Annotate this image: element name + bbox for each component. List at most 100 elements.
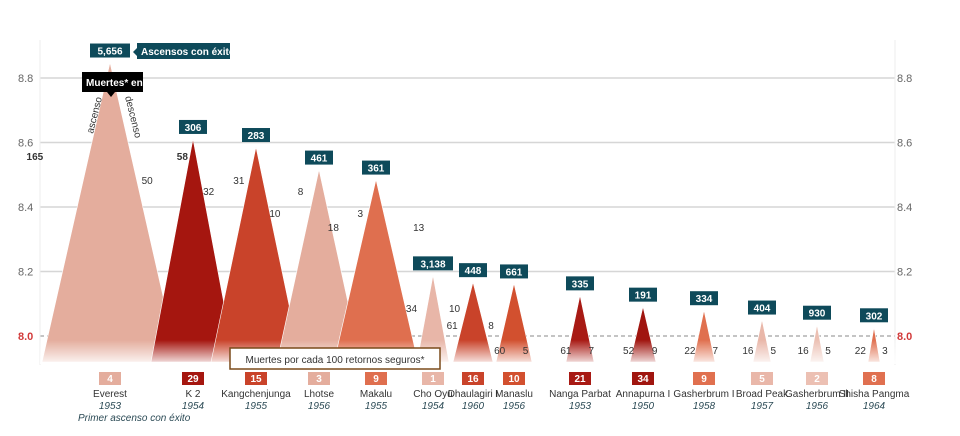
ascents-badge xyxy=(500,264,528,279)
ascents-badge xyxy=(362,160,390,175)
deaths-legend-pointer xyxy=(107,92,115,97)
ascents-badge xyxy=(305,150,333,165)
deaths-descent-value: 5 xyxy=(825,346,831,357)
deaths-ascent-value: 52 xyxy=(623,346,635,357)
death-rate-badge xyxy=(569,372,591,385)
peak-name: Broad Peak xyxy=(736,389,789,400)
y-tick-label-left: 8.4 xyxy=(18,202,33,214)
deaths-ascent-value: 60 xyxy=(494,346,506,357)
death-rate-badge xyxy=(632,372,654,385)
deaths-ascent-value: 165 xyxy=(27,152,44,163)
deaths-ascent-value: 50 xyxy=(142,176,154,187)
peak-name: Lhotse xyxy=(304,389,334,400)
ascents-badge xyxy=(459,263,487,278)
ascents-badge xyxy=(690,291,718,306)
first-ascent-year: 1955 xyxy=(245,401,268,412)
deaths-ascent-value: 18 xyxy=(328,223,340,234)
first-ascent-year: 1956 xyxy=(806,401,829,412)
rate-legend-box xyxy=(229,347,441,370)
peak-triangle xyxy=(41,62,179,363)
peak-name: Makalu xyxy=(360,389,392,400)
ascents-value: 361 xyxy=(368,164,385,175)
deaths-ascent-value: 32 xyxy=(203,187,215,198)
death-rate-badge xyxy=(863,372,885,385)
deaths-ascent-value: 61 xyxy=(447,321,459,332)
death-rate-value: 10 xyxy=(508,374,520,385)
first-ascent-year: 1957 xyxy=(751,401,774,412)
ascents-value: 334 xyxy=(696,294,713,305)
deaths-descent-value: 10 xyxy=(449,304,461,315)
first-ascent-year: 1954 xyxy=(182,401,205,412)
first-ascent-year: 1956 xyxy=(503,401,526,412)
deaths-descent-value: 5 xyxy=(523,346,529,357)
death-rate-badge xyxy=(308,372,330,385)
ascents-legend-label: Ascensos con éxito* xyxy=(141,47,239,58)
ascents-badge xyxy=(860,308,888,323)
first-ascent-year: 1956 xyxy=(308,401,331,412)
death-rate-value: 4 xyxy=(107,374,113,385)
y-tick-label-right: 8.6 xyxy=(897,138,912,150)
y-tick-label-right: 8.2 xyxy=(897,267,912,279)
first-ascent-legend-label: Primer ascenso con éxito xyxy=(78,413,191,424)
ascents-badge xyxy=(413,256,453,271)
y-tick-label-right: 8.4 xyxy=(897,202,912,214)
ascents-value: 302 xyxy=(866,311,883,322)
deaths-descent-value: 58 xyxy=(177,152,189,163)
death-rate-value: 1 xyxy=(430,374,436,385)
first-ascent-year: 1954 xyxy=(422,401,445,412)
ascents-value: 3,138 xyxy=(420,259,445,270)
ascents-badge xyxy=(566,276,594,291)
death-rate-value: 16 xyxy=(467,374,479,385)
deaths-descent-value: 31 xyxy=(233,176,245,187)
deaths-descent-value: 9 xyxy=(652,346,658,357)
death-rate-value: 5 xyxy=(759,374,765,385)
deaths-descent-value: 3 xyxy=(358,209,364,220)
deaths-descent-value: 5 xyxy=(771,346,777,357)
death-rate-value: 8 xyxy=(871,374,877,385)
death-rate-badge xyxy=(365,372,387,385)
peak-name: Everest xyxy=(93,389,127,400)
deaths-descent-value: 7 xyxy=(589,346,595,357)
first-ascent-year: 1958 xyxy=(693,401,716,412)
first-ascent-year: 1950 xyxy=(632,401,655,412)
death-rate-value: 21 xyxy=(574,374,586,385)
death-rate-badge xyxy=(99,372,121,385)
deaths-descent-value: 8 xyxy=(298,187,304,198)
death-rate-value: 3 xyxy=(316,374,322,385)
death-rate-value: 9 xyxy=(373,374,379,385)
peak-name: Annapurna I xyxy=(616,389,671,400)
death-rate-badge xyxy=(182,372,204,385)
death-rate-badge xyxy=(751,372,773,385)
ascents-value: 5,656 xyxy=(97,47,122,58)
deaths-ascent-value: 16 xyxy=(742,346,754,357)
death-rate-value: 15 xyxy=(250,374,262,385)
y-tick-label-left: 8.6 xyxy=(18,138,33,150)
deaths-legend-badge xyxy=(82,72,143,92)
y-tick-label-left: 8.0 xyxy=(18,331,33,343)
death-rate-badge xyxy=(503,372,525,385)
ascents-value: 448 xyxy=(465,266,482,277)
base-fade xyxy=(40,340,900,364)
ascents-legend-badge xyxy=(137,43,230,59)
ascents-badge xyxy=(803,305,831,320)
first-ascent-year: 1960 xyxy=(462,401,485,412)
first-ascent-year: 1955 xyxy=(365,401,388,412)
peak-name: Gasherbrum I xyxy=(673,389,734,400)
y-tick-label-right: 8.0 xyxy=(897,331,912,343)
ascents-value: 461 xyxy=(311,154,328,165)
first-ascent-year: 1953 xyxy=(99,401,122,412)
ascents-value: 191 xyxy=(635,291,652,302)
y-tick-label-right: 8.8 xyxy=(897,73,912,85)
ascents-badge xyxy=(90,43,130,58)
death-rate-badge xyxy=(806,372,828,385)
death-rate-value: 2 xyxy=(814,374,820,385)
first-ascent-year: 1953 xyxy=(569,401,592,412)
deaths-ascent-value: 61 xyxy=(560,346,572,357)
deaths-legend-label: Muertes* en: xyxy=(86,78,146,89)
ascents-badge xyxy=(179,119,207,134)
deaths-ascent-value: 22 xyxy=(684,346,696,357)
death-rate-badge xyxy=(693,372,715,385)
death-rate-value: 34 xyxy=(637,374,649,385)
ascents-badge xyxy=(748,300,776,315)
